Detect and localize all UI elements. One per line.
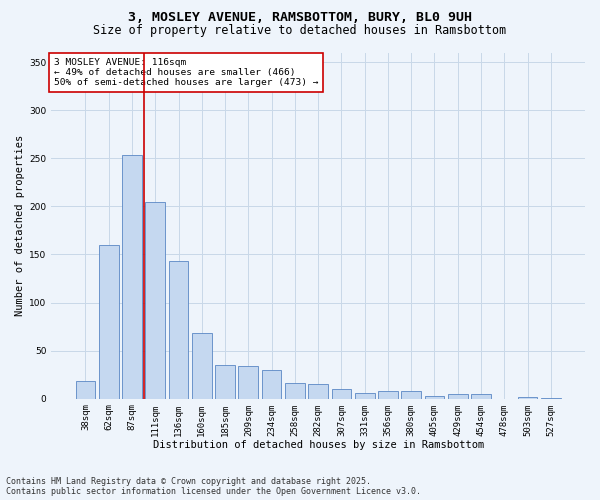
Y-axis label: Number of detached properties: Number of detached properties [15, 135, 25, 316]
Bar [76, 382, 95, 398]
Bar [308, 384, 328, 398]
Bar [192, 334, 212, 398]
Text: Size of property relative to detached houses in Ramsbottom: Size of property relative to detached ho… [94, 24, 506, 37]
Text: Contains HM Land Registry data © Crown copyright and database right 2025.
Contai: Contains HM Land Registry data © Crown c… [6, 476, 421, 496]
Bar [401, 391, 421, 398]
Bar [285, 384, 305, 398]
Bar [355, 393, 374, 398]
Bar [471, 394, 491, 398]
Text: 3 MOSLEY AVENUE: 116sqm
← 49% of detached houses are smaller (466)
50% of semi-d: 3 MOSLEY AVENUE: 116sqm ← 49% of detache… [54, 58, 319, 88]
Bar [425, 396, 445, 398]
Bar [238, 366, 258, 398]
Bar [378, 391, 398, 398]
Text: 3, MOSLEY AVENUE, RAMSBOTTOM, BURY, BL0 9UH: 3, MOSLEY AVENUE, RAMSBOTTOM, BURY, BL0 … [128, 11, 472, 24]
Bar [332, 389, 352, 398]
Bar [448, 394, 467, 398]
Bar [145, 202, 165, 398]
Bar [169, 261, 188, 398]
Bar [215, 365, 235, 398]
Bar [518, 397, 538, 398]
Bar [262, 370, 281, 398]
Bar [122, 156, 142, 398]
Bar [99, 245, 119, 398]
X-axis label: Distribution of detached houses by size in Ramsbottom: Distribution of detached houses by size … [152, 440, 484, 450]
